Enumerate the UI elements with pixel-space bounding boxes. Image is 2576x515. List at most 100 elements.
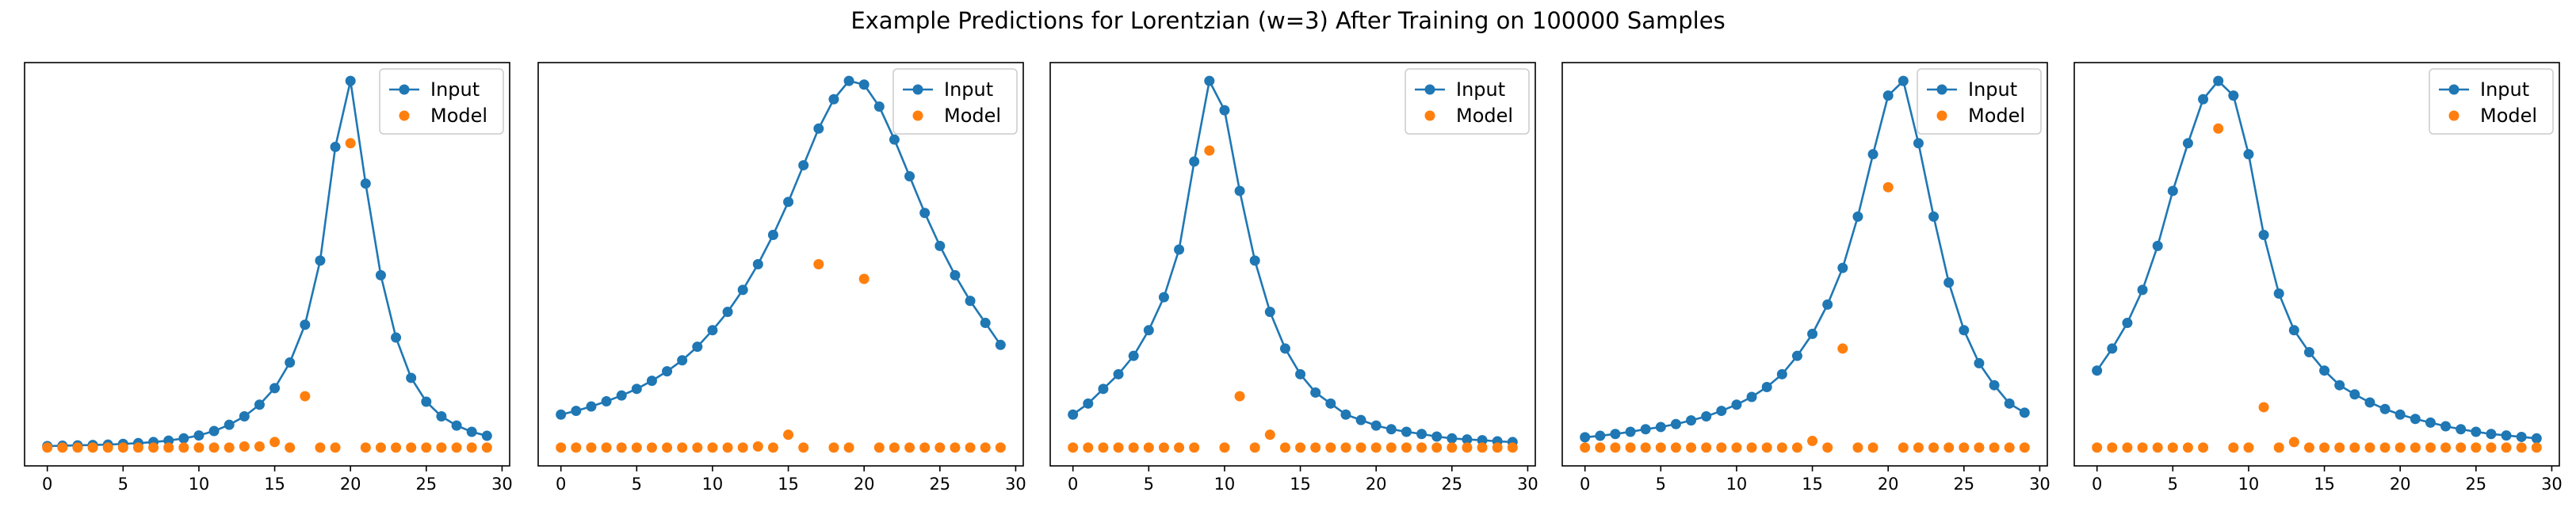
model-point <box>1989 442 2000 453</box>
input-point <box>707 325 718 336</box>
model-point <box>2394 442 2406 453</box>
subplot-1: 0 5 10 15 20 25 30 Input Model <box>24 62 513 494</box>
model-point <box>783 429 794 441</box>
x-tick-label: 5 <box>1656 475 1666 494</box>
input-point <box>889 134 900 145</box>
input-point <box>677 355 688 366</box>
input-point <box>1295 368 1306 380</box>
legend: Input Model <box>892 68 1018 135</box>
model-point <box>406 442 417 453</box>
legend-box <box>1917 68 2042 135</box>
input-point <box>2440 421 2452 432</box>
series-input-line <box>2096 79 2537 440</box>
x-tick-label: 20 <box>2390 475 2411 494</box>
input-point <box>1898 75 1909 86</box>
model-point <box>345 138 356 149</box>
model-point <box>950 442 961 453</box>
model-point <box>57 442 68 453</box>
input-point <box>345 75 356 86</box>
model-point <box>2228 442 2239 453</box>
model-point <box>315 442 326 453</box>
input-point <box>616 390 627 401</box>
x-tick-label: 10 <box>1214 475 1236 494</box>
model-point <box>1716 442 1727 453</box>
legend-model-marker <box>399 110 410 121</box>
model-point <box>2334 442 2345 453</box>
input-point <box>1477 435 1488 446</box>
model-point <box>375 442 386 453</box>
input-point <box>2213 75 2224 86</box>
input-point <box>843 75 854 86</box>
model-point <box>1310 442 1321 453</box>
model-point <box>616 442 627 453</box>
model-point <box>148 442 159 453</box>
input-point <box>1249 255 1260 266</box>
model-point <box>42 442 53 453</box>
x-tick-label: 15 <box>264 475 285 494</box>
input-point <box>1219 105 1230 116</box>
input-point <box>269 383 281 394</box>
model-point <box>828 442 839 453</box>
legend: Input Model <box>1405 68 1530 135</box>
subplot-4: 0 5 10 15 20 25 30 Input Model <box>1561 62 2050 494</box>
input-point <box>601 396 612 407</box>
legend-box <box>379 68 504 135</box>
legend-input-marker <box>2448 84 2459 95</box>
model-point <box>1670 442 1681 453</box>
model-point <box>132 442 143 453</box>
input-point <box>1913 138 1924 149</box>
input-point <box>965 296 976 307</box>
subplot-5: 0 5 10 15 20 25 30 Input Model <box>2073 62 2563 494</box>
input-point <box>1852 211 1863 222</box>
input-point <box>934 240 946 251</box>
input-point <box>375 269 386 280</box>
input-point <box>2531 433 2542 444</box>
input-point <box>1264 307 1275 318</box>
legend-box <box>2429 68 2554 135</box>
model-point <box>692 442 703 453</box>
legend-model-label: Model <box>1456 105 1513 127</box>
input-point <box>2107 343 2118 354</box>
input-point <box>2258 229 2269 240</box>
model-point <box>1943 442 1955 453</box>
model-point <box>556 442 567 453</box>
input-point <box>1279 343 1290 354</box>
model-point <box>1731 442 1742 453</box>
input-point <box>239 411 250 422</box>
input-point <box>1370 420 1382 431</box>
input-point <box>798 160 809 171</box>
model-point <box>2092 442 2103 453</box>
input-point <box>2167 185 2178 196</box>
axes-frame <box>1049 62 1536 467</box>
input-point <box>2019 407 2030 418</box>
model-point <box>2471 442 2482 453</box>
x-tick-label: 15 <box>2314 475 2335 494</box>
x-tick-label: 0 <box>1068 475 1078 494</box>
model-point <box>2379 442 2391 453</box>
x-tick-label: 25 <box>1953 475 1974 494</box>
model-point <box>1959 442 1970 453</box>
model-point <box>995 442 1006 453</box>
legend-input-marker <box>912 84 923 95</box>
series-input-line <box>47 80 487 448</box>
input-point <box>1083 398 1094 409</box>
input-point <box>1416 429 1428 440</box>
model-point <box>269 437 281 448</box>
x-tick-label: 30 <box>2029 475 2050 494</box>
input-point <box>858 79 869 90</box>
x-tick-label: 20 <box>340 475 361 494</box>
input-point <box>1867 149 1878 160</box>
input-point <box>2137 284 2148 296</box>
input-point <box>1204 75 1215 86</box>
input-point <box>208 425 220 437</box>
x-tick-label: 15 <box>1802 475 1823 494</box>
input-point <box>950 269 961 280</box>
model-point <box>707 442 718 453</box>
model-point <box>2258 402 2269 413</box>
model-point <box>2198 442 2209 453</box>
model-point <box>1355 442 1366 453</box>
model-point <box>1447 442 1458 453</box>
input-point <box>1113 368 1124 380</box>
input-point <box>1401 426 1412 437</box>
model-point <box>254 441 265 452</box>
